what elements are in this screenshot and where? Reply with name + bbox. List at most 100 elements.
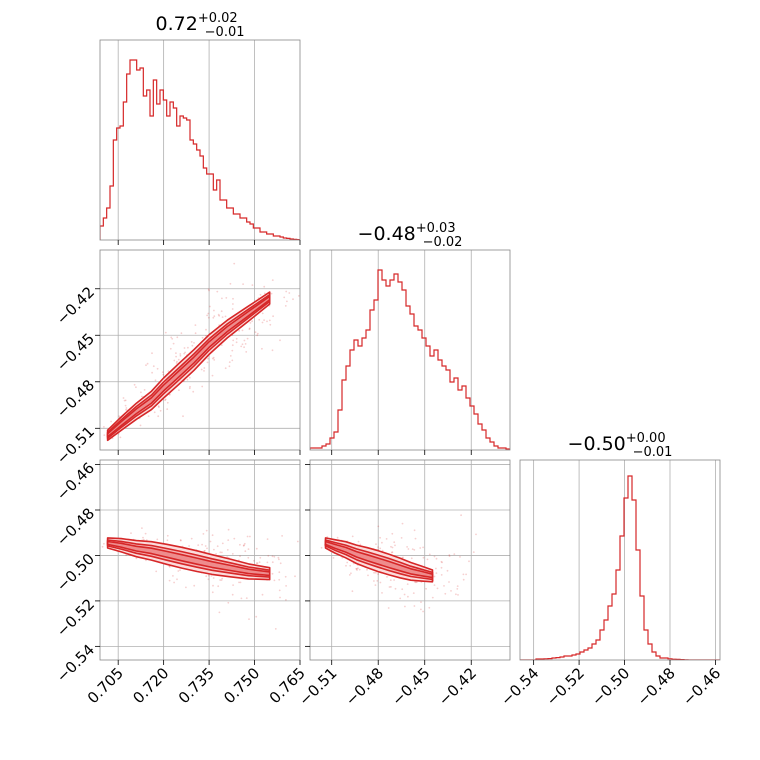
sample-point	[239, 543, 241, 546]
sample-point	[296, 540, 299, 543]
sample-point	[433, 555, 436, 558]
sample-point	[259, 556, 262, 559]
sample-point	[176, 360, 178, 363]
sample-point	[219, 579, 222, 581]
sample-point	[153, 411, 156, 414]
sample-point	[201, 385, 204, 388]
sample-point	[221, 551, 223, 554]
sample-point	[316, 570, 318, 572]
y-tick-label: −0.46	[53, 459, 98, 504]
sample-point	[388, 586, 391, 588]
sample-point	[411, 548, 414, 550]
sample-point	[110, 420, 112, 423]
sample-point	[227, 539, 230, 541]
sample-point	[166, 539, 169, 542]
sample-point	[428, 606, 431, 609]
sample-point	[187, 346, 189, 349]
sample-point	[422, 546, 424, 549]
sample-point	[266, 561, 269, 564]
sample-point	[394, 544, 396, 547]
sample-point	[205, 328, 207, 331]
sample-point	[243, 544, 245, 547]
sample-point	[221, 297, 223, 300]
sample-point	[283, 296, 286, 299]
sample-point	[391, 551, 394, 553]
sample-point	[206, 361, 209, 364]
title-lower-error: −0.01	[205, 25, 245, 40]
sample-point	[179, 569, 181, 571]
sample-point	[401, 588, 404, 591]
sample-point	[220, 344, 223, 346]
sample-point	[448, 555, 451, 557]
sample-point	[216, 545, 219, 548]
sample-point	[231, 359, 234, 362]
sample-point	[219, 551, 222, 554]
sample-point	[273, 579, 276, 582]
sample-point	[266, 538, 269, 540]
sample-point	[164, 399, 167, 402]
sample-point	[269, 323, 272, 326]
sample-point	[379, 536, 381, 539]
sample-point	[266, 320, 268, 323]
sample-point	[428, 553, 431, 556]
scatter-panel-2-1	[99, 249, 301, 451]
sample-point	[271, 572, 274, 575]
sample-point	[278, 558, 280, 561]
sample-point	[103, 426, 105, 428]
sample-point	[255, 562, 258, 565]
sample-point	[231, 344, 234, 347]
sample-point	[211, 357, 214, 360]
sample-point	[457, 594, 459, 596]
sample-point	[201, 336, 204, 339]
sample-point	[173, 581, 176, 584]
sample-point	[185, 586, 187, 589]
sample-point	[285, 599, 287, 601]
sample-point	[188, 545, 191, 547]
sample-point	[422, 610, 424, 613]
sample-point	[246, 535, 249, 538]
sample-point	[169, 347, 172, 350]
sample-point	[286, 300, 288, 303]
density-layer	[101, 527, 318, 630]
sample-point	[239, 581, 242, 584]
sample-point	[271, 561, 274, 564]
y-tick-label: −0.52	[53, 595, 98, 640]
sample-point	[156, 367, 159, 370]
sample-point	[247, 548, 250, 550]
sample-point	[158, 406, 160, 408]
sample-point	[258, 318, 261, 321]
sample-point	[235, 341, 238, 344]
sample-point	[435, 557, 438, 560]
sample-point	[285, 290, 288, 293]
sample-point	[456, 585, 459, 587]
sample-point	[357, 567, 359, 570]
sample-point	[281, 535, 283, 537]
sample-point	[179, 539, 182, 541]
sample-point	[381, 541, 383, 544]
sample-point	[249, 322, 252, 324]
sample-point	[215, 553, 218, 555]
sample-point	[349, 564, 352, 567]
sample-point	[207, 288, 210, 291]
sample-point	[135, 386, 137, 389]
sample-point	[404, 605, 406, 608]
sample-point	[241, 329, 244, 332]
sample-point	[227, 601, 230, 604]
panel-frame	[309, 459, 511, 661]
sample-point	[279, 339, 281, 342]
histogram-panel-3: −0.50+0.00 −0.01	[519, 431, 721, 661]
sample-point	[385, 538, 388, 540]
sample-point	[211, 534, 214, 537]
sample-point	[197, 544, 200, 546]
sample-point	[170, 336, 173, 339]
sample-point	[248, 327, 251, 330]
sample-point	[272, 315, 274, 318]
sample-point	[355, 567, 358, 570]
sample-point	[259, 293, 262, 296]
histogram-panel-1: 0.72+0.02 −0.01	[99, 11, 301, 241]
title-median: −0.48	[358, 223, 416, 245]
sample-point	[243, 346, 246, 349]
sample-point	[263, 292, 266, 295]
sample-point	[394, 587, 397, 590]
sample-point	[448, 581, 450, 583]
